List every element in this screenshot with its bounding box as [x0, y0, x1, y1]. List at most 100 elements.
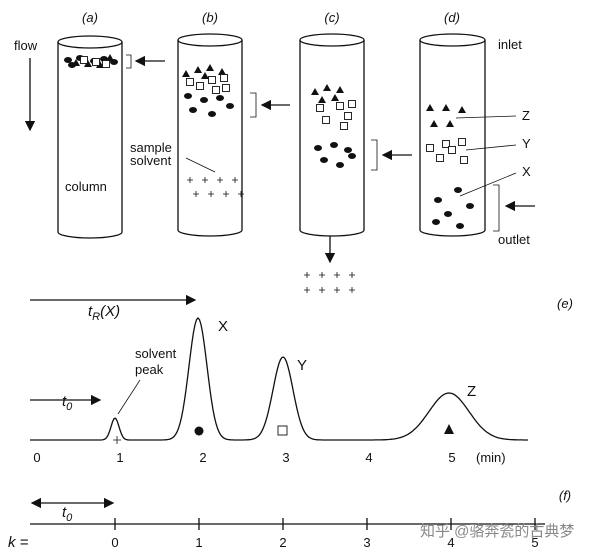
- time-tick-label: 3: [282, 450, 289, 465]
- square: [102, 60, 110, 68]
- plus: [334, 272, 340, 278]
- triangle: [72, 59, 80, 66]
- triangle: [182, 70, 190, 77]
- triangle: [442, 104, 450, 111]
- square: [448, 146, 456, 154]
- panel-label: (d): [444, 10, 460, 25]
- time-tick-label: 5: [448, 450, 455, 465]
- time-axis: 0 1 2 3 4 5: [33, 450, 455, 465]
- peak-label: X: [218, 318, 228, 335]
- panel-label: (b): [202, 10, 218, 25]
- solvent-peak-label: solvent: [135, 346, 177, 361]
- dot: [64, 57, 72, 63]
- dot: [434, 197, 442, 203]
- triangle: [318, 96, 326, 103]
- symbol: t: [62, 393, 67, 410]
- triangle: [430, 120, 438, 127]
- square: [322, 116, 330, 124]
- square: [436, 154, 444, 162]
- panel-label: (c): [324, 10, 339, 25]
- k-tick-label: 0: [111, 535, 118, 550]
- plus: [349, 287, 355, 293]
- time-tick-label: 1: [116, 450, 123, 465]
- plus: [217, 177, 223, 183]
- leader-line: [117, 379, 141, 415]
- triangle: [336, 86, 344, 93]
- leader-line: [465, 144, 517, 151]
- square: [316, 104, 324, 112]
- dot: [208, 111, 216, 117]
- band-label: X: [522, 164, 531, 179]
- triangle: [106, 54, 114, 61]
- plus: [319, 272, 325, 278]
- plus: [304, 272, 310, 278]
- square: [80, 56, 88, 64]
- bracket: [250, 92, 257, 118]
- solvent-peak-label: peak: [135, 362, 164, 377]
- time-unit: (min): [476, 450, 506, 465]
- square-marker: [277, 425, 288, 436]
- band-label: Y: [522, 136, 531, 151]
- triangle: [323, 84, 331, 91]
- subscript: 0: [66, 512, 73, 524]
- dot: [336, 162, 344, 168]
- peak-label: Y: [297, 357, 307, 374]
- triangle: [96, 61, 104, 68]
- column-body: [299, 40, 365, 237]
- triangle: [194, 66, 202, 73]
- plus: [238, 191, 244, 197]
- triangle: [218, 68, 226, 75]
- symbol: t: [88, 303, 93, 320]
- symbols: [64, 54, 474, 293]
- dot: [314, 145, 322, 151]
- column-top: [419, 33, 486, 47]
- dot: [466, 203, 474, 209]
- plus: [334, 287, 340, 293]
- band-label: Z: [522, 108, 530, 123]
- chromatogram-trace: [30, 317, 528, 441]
- column-body: [57, 42, 123, 239]
- bracket: [371, 139, 378, 171]
- dot: [226, 103, 234, 109]
- square: [442, 140, 450, 148]
- column-top: [299, 33, 365, 47]
- leader-line: [455, 115, 517, 119]
- dot: [444, 211, 452, 217]
- square: [460, 156, 468, 164]
- subscript: 0: [66, 401, 73, 413]
- square: [196, 82, 204, 90]
- triangle: [201, 72, 209, 79]
- k-tick-label: 3: [363, 535, 370, 550]
- k-tick-label: 5: [531, 535, 538, 550]
- triangle: [206, 64, 214, 71]
- square: [208, 76, 216, 84]
- triangle: [84, 60, 92, 67]
- dot: [454, 187, 462, 193]
- symbol: t: [62, 504, 67, 521]
- plus: [319, 287, 325, 293]
- panel-label: (e): [557, 296, 573, 311]
- bracket: [493, 184, 500, 232]
- dot: [330, 142, 338, 148]
- watermark: 知乎 @骆奔瓷的古典梦: [420, 523, 574, 540]
- leader-line: [185, 157, 216, 173]
- square: [340, 122, 348, 130]
- leader-line: [459, 172, 517, 197]
- square: [348, 100, 356, 108]
- dot: [344, 147, 352, 153]
- k-axis-label: k =: [8, 534, 29, 551]
- dot: [456, 223, 464, 229]
- plus: [202, 177, 208, 183]
- dot: [189, 107, 197, 113]
- inlet-label: inlet: [498, 37, 522, 52]
- plus: [193, 191, 199, 197]
- panel-label: (a): [82, 10, 98, 25]
- argument: (X): [100, 303, 120, 320]
- square: [336, 102, 344, 110]
- subscript: R: [92, 311, 100, 323]
- sample-label: sample: [130, 140, 172, 155]
- triangle-marker: [444, 424, 454, 434]
- time-tick-label: 0: [33, 450, 40, 465]
- circle-marker: [194, 426, 204, 436]
